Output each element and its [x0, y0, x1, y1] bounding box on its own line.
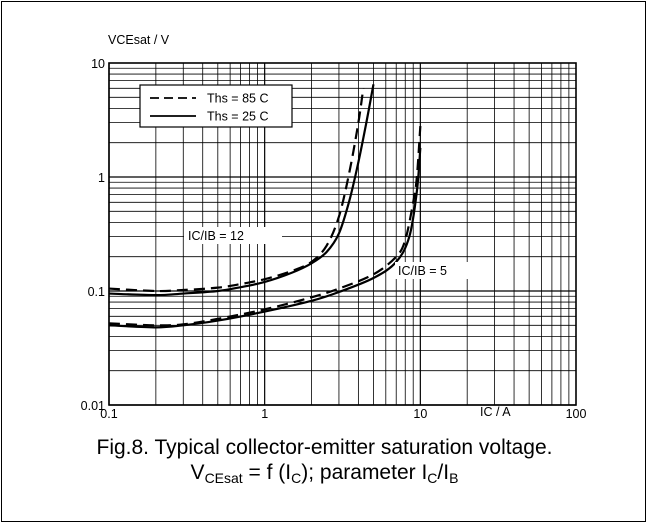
- x-tick-label: 1: [261, 407, 268, 421]
- series-line-solid: [108, 84, 375, 297]
- plot-border: [108, 62, 577, 406]
- y-tick-label: 1: [98, 171, 105, 185]
- annotation-label: IC/IB = 12: [188, 229, 244, 243]
- y-axis-label: VCEsat / V: [108, 33, 170, 47]
- series-line-dashed: [108, 88, 365, 293]
- y-tick-label: 10: [91, 57, 105, 71]
- series-line-solid: [108, 147, 422, 329]
- legend-label-85: Ths = 85 C: [207, 92, 269, 106]
- annotation-label: IC/IB = 5: [398, 264, 447, 278]
- x-tick-label: 100: [566, 407, 587, 421]
- y-tick-label: 0.01: [81, 399, 105, 413]
- x-axis-label: IC / A: [480, 405, 511, 419]
- figure-caption-title: Fig.8. Typical collector-emitter saturat…: [96, 436, 553, 459]
- legend-box: [139, 84, 293, 128]
- figure-caption-equation: VCEsat = f (IC); parameter IC/IB: [190, 461, 459, 486]
- x-tick-label: 0.1: [100, 407, 117, 421]
- legend-label-25: Ths = 25 C: [207, 110, 269, 124]
- data-series: [108, 84, 422, 329]
- annotation-icib-5: IC/IB = 5: [395, 262, 477, 279]
- x-tick-label: 10: [413, 407, 427, 421]
- y-tick-label: 0.1: [88, 285, 105, 299]
- annotation-icib-12: IC/IB = 12: [184, 227, 282, 244]
- legend: Ths = 85 C Ths = 25 C: [139, 84, 293, 128]
